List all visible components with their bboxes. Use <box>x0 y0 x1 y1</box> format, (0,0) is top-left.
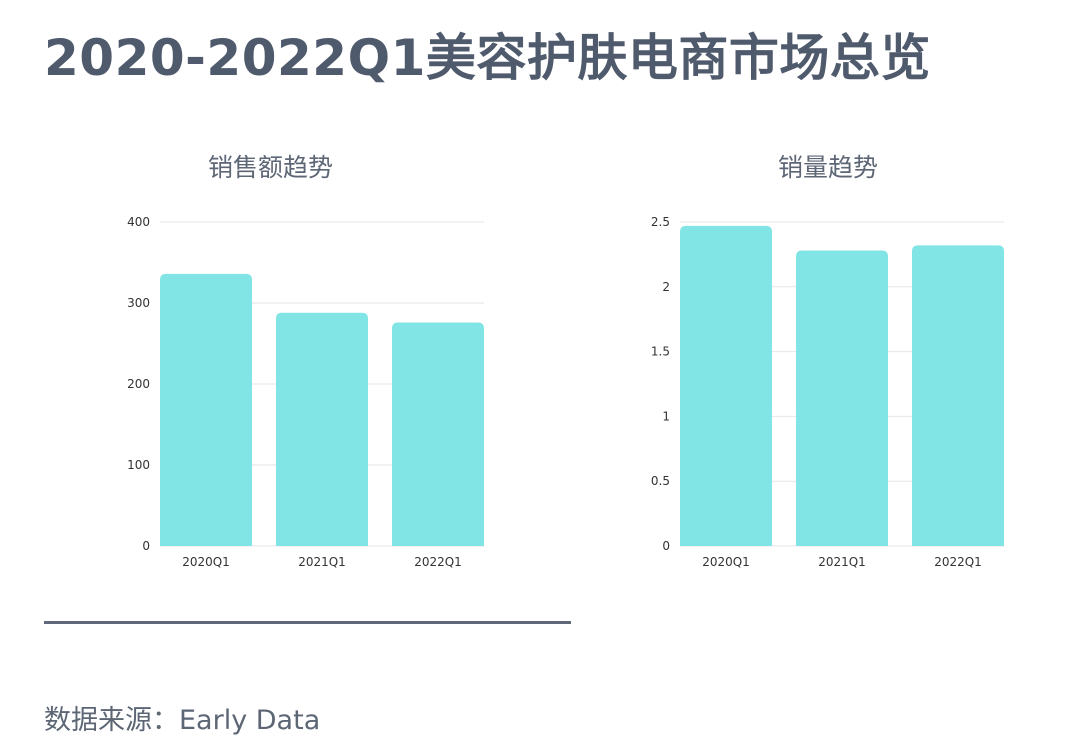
divider <box>44 621 571 624</box>
y-tick-label: 400 <box>127 215 150 229</box>
page-title: 2020-2022Q1美容护肤电商市场总览 <box>44 29 931 87</box>
chart-title: 销售额趋势 <box>208 153 334 182</box>
bar <box>680 225 772 546</box>
bar <box>392 322 484 546</box>
y-tick-label: 0.5 <box>651 474 670 488</box>
y-tick-label: 0 <box>662 539 670 553</box>
y-tick-label: 300 <box>127 296 150 310</box>
bar <box>796 250 888 546</box>
sales-volume-chart: 销量趋势 0 0.5 1 1.5 2 2.5 2020Q1 2021Q1 2022Q1 <box>520 140 1060 590</box>
x-tick-label: 2021Q1 <box>298 555 346 569</box>
y-tick-label: 0 <box>142 539 150 553</box>
chart-svg: 0 0.5 1 1.5 2 2.5 2020Q1 2021Q1 2022Q1 <box>651 215 1004 569</box>
chart-title: 销量趋势 <box>777 153 878 182</box>
x-tick-label: 2021Q1 <box>818 555 866 569</box>
x-tick-label: 2022Q1 <box>934 555 982 569</box>
bar <box>912 245 1004 546</box>
bar <box>276 312 368 546</box>
y-tick-label: 2.5 <box>651 215 670 229</box>
bar <box>160 273 252 546</box>
chart-svg: 0 100 200 300 400 2020Q1 2021Q1 2022Q1 <box>127 215 484 569</box>
y-tick-label: 200 <box>127 377 150 391</box>
x-tick-label: 2022Q1 <box>414 555 462 569</box>
y-tick-label: 1.5 <box>651 345 670 359</box>
x-tick-label: 2020Q1 <box>182 555 230 569</box>
y-tick-label: 100 <box>127 458 150 472</box>
data-source-note: 数据来源：Early Data <box>44 705 321 736</box>
y-tick-label: 1 <box>662 409 670 423</box>
sales-amount-chart: 销售额趋势 0 100 200 300 400 2020Q1 2021Q1 2022Q1 <box>0 140 540 590</box>
y-tick-label: 2 <box>662 280 670 294</box>
x-tick-label: 2020Q1 <box>702 555 750 569</box>
